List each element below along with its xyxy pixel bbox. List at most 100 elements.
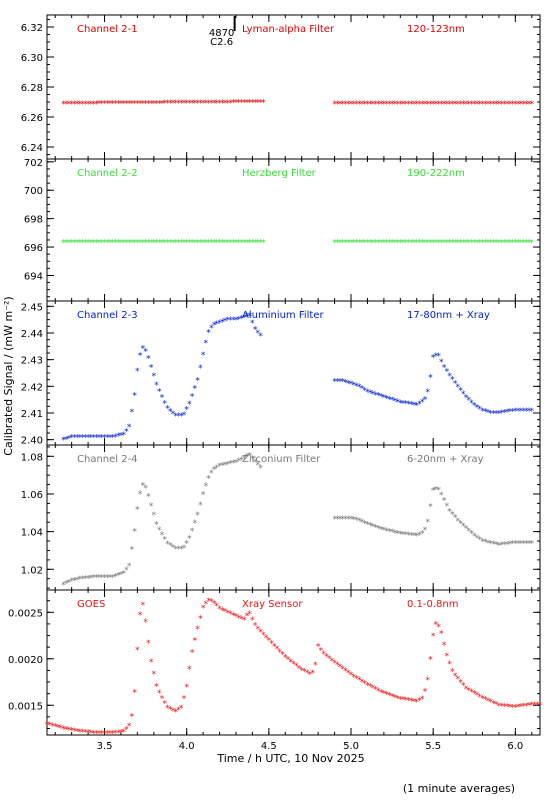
data-point: * bbox=[102, 573, 107, 583]
data-point: * bbox=[184, 539, 189, 549]
panel-label: Channel 2-4 bbox=[77, 454, 138, 465]
data-point: * bbox=[467, 396, 472, 406]
data-point: * bbox=[102, 100, 107, 110]
data-point: * bbox=[264, 634, 269, 644]
data-point: * bbox=[100, 730, 105, 740]
data-point: * bbox=[69, 100, 74, 110]
data-point: * bbox=[245, 612, 250, 622]
data-point: * bbox=[138, 490, 143, 500]
data-point: * bbox=[352, 673, 357, 683]
data-point: * bbox=[434, 620, 439, 630]
x-tick-label: 5.5 bbox=[425, 741, 441, 752]
data-point: * bbox=[456, 675, 461, 685]
y-tick-label: 0.0025 bbox=[8, 608, 43, 619]
data-point: * bbox=[163, 239, 168, 249]
data-point: * bbox=[499, 541, 504, 551]
data-point: * bbox=[215, 239, 220, 249]
data-point: * bbox=[316, 642, 321, 652]
data-point: * bbox=[86, 434, 91, 444]
data-point: * bbox=[428, 374, 433, 384]
data-point: * bbox=[187, 535, 192, 545]
data-point: * bbox=[149, 99, 154, 109]
data-point: * bbox=[245, 239, 250, 249]
data-point: * bbox=[354, 382, 359, 392]
data-point: * bbox=[393, 397, 398, 407]
data-point: * bbox=[228, 239, 233, 249]
data-point: * bbox=[286, 656, 291, 666]
data-point: * bbox=[447, 100, 452, 110]
panel-label: Aluminium Filter bbox=[242, 310, 325, 321]
data-point: * bbox=[390, 396, 395, 406]
x-axis-label: Time / h UTC, 10 Nov 2025 bbox=[216, 752, 364, 765]
data-point: * bbox=[335, 378, 340, 388]
data-point: * bbox=[187, 400, 192, 410]
data-point: * bbox=[530, 539, 535, 549]
data-point: * bbox=[67, 100, 72, 110]
data-point: * bbox=[168, 407, 173, 417]
panel-label: Zirconium Filter bbox=[242, 454, 321, 465]
data-point: * bbox=[480, 694, 485, 704]
data-point: * bbox=[220, 99, 225, 109]
data-point: * bbox=[390, 100, 395, 110]
data-point: * bbox=[261, 631, 266, 641]
data-point: * bbox=[453, 514, 458, 524]
x-tick-label: 3.5 bbox=[97, 741, 113, 752]
data-point: * bbox=[508, 100, 513, 110]
data-point: * bbox=[365, 239, 370, 249]
data-point: * bbox=[524, 702, 529, 712]
x-tick-label: 4.0 bbox=[179, 741, 195, 752]
data-point: * bbox=[420, 239, 425, 249]
data-point: * bbox=[258, 239, 263, 249]
data-point: * bbox=[439, 358, 444, 368]
data-point: * bbox=[335, 661, 340, 671]
data-point: * bbox=[431, 100, 436, 110]
data-point: * bbox=[130, 408, 135, 418]
data-point: * bbox=[502, 239, 507, 249]
data-point: * bbox=[527, 407, 532, 417]
data-point: * bbox=[234, 458, 239, 468]
panel-label: 17-80nm + Xray bbox=[407, 310, 490, 321]
panel-4: 1.02 1.04 1.06 1.08 Channel 2-4 Zirconium Fil… bbox=[21, 444, 541, 591]
data-point: * bbox=[477, 405, 482, 415]
data-point: * bbox=[171, 410, 176, 420]
data-point: * bbox=[242, 616, 247, 626]
data-point: * bbox=[278, 648, 283, 658]
data-point: * bbox=[477, 100, 482, 110]
data-point: * bbox=[365, 681, 370, 691]
data-point: * bbox=[510, 540, 515, 550]
data-point: * bbox=[349, 515, 354, 525]
data-point: * bbox=[119, 100, 124, 110]
data-point: * bbox=[163, 99, 168, 109]
data-point: * bbox=[376, 100, 381, 110]
panel-label: Lyman-alpha Filter bbox=[242, 24, 335, 35]
y-tick-label: 2.45 bbox=[21, 302, 43, 313]
data-point: * bbox=[494, 701, 499, 711]
data-point: * bbox=[467, 527, 472, 537]
data-point: * bbox=[412, 100, 417, 110]
data-point: * bbox=[505, 239, 510, 249]
data-point: * bbox=[519, 407, 524, 417]
data-point: * bbox=[173, 99, 178, 109]
data-point: * bbox=[445, 368, 450, 378]
data-point: * bbox=[505, 408, 510, 418]
data-point: * bbox=[67, 434, 72, 444]
data-point: * bbox=[135, 367, 140, 377]
data-point: * bbox=[217, 462, 222, 472]
data-point: * bbox=[78, 100, 83, 110]
data-point: * bbox=[108, 100, 113, 110]
data-point: * bbox=[236, 315, 241, 325]
data-point: * bbox=[382, 100, 387, 110]
data-point: * bbox=[247, 452, 252, 462]
data-point: * bbox=[242, 99, 247, 109]
data-point: * bbox=[456, 383, 461, 393]
data-point: * bbox=[258, 628, 263, 638]
data-point: * bbox=[401, 399, 406, 409]
data-point: * bbox=[491, 100, 496, 110]
data-point: * bbox=[521, 702, 526, 712]
data-point: * bbox=[379, 393, 384, 403]
data-point: * bbox=[420, 100, 425, 110]
data-point: * bbox=[121, 431, 126, 441]
data-point: * bbox=[143, 484, 148, 494]
data-point: * bbox=[401, 239, 406, 249]
data-point: * bbox=[206, 597, 211, 607]
